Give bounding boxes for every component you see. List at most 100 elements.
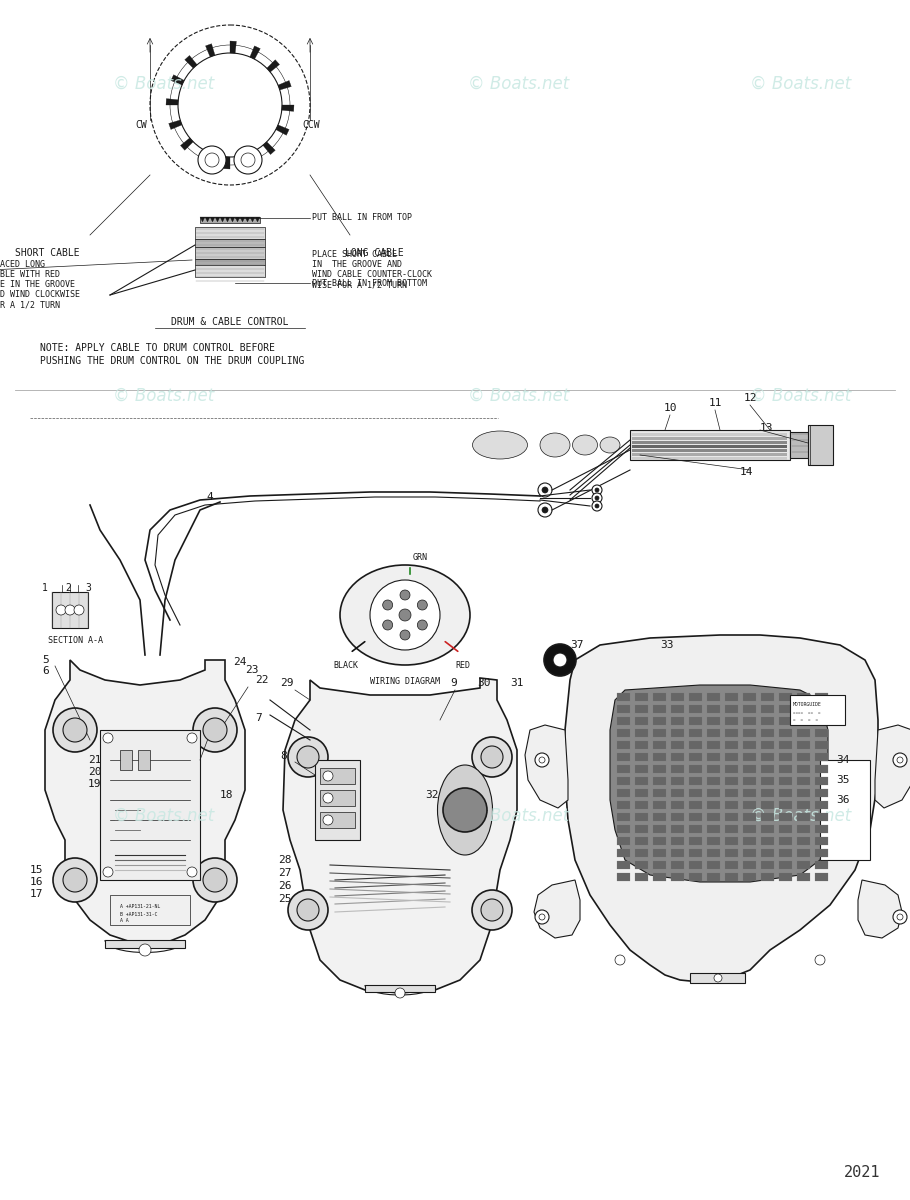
Bar xyxy=(815,874,828,881)
Polygon shape xyxy=(282,104,294,112)
Bar xyxy=(725,874,738,881)
Bar xyxy=(815,754,828,761)
Bar xyxy=(779,704,792,713)
Text: 30: 30 xyxy=(477,678,490,688)
Circle shape xyxy=(542,506,548,514)
Bar xyxy=(797,862,810,869)
Bar xyxy=(743,778,756,785)
Text: 21: 21 xyxy=(88,755,102,766)
Bar xyxy=(797,790,810,797)
Circle shape xyxy=(187,733,197,743)
Bar xyxy=(195,227,265,239)
Bar xyxy=(653,716,666,725)
Text: © Boats.net: © Boats.net xyxy=(750,74,852,92)
Bar xyxy=(689,826,702,833)
Bar xyxy=(617,728,630,737)
Bar xyxy=(632,445,787,448)
Bar xyxy=(725,704,738,713)
Polygon shape xyxy=(235,217,240,222)
Bar xyxy=(707,826,720,833)
Text: IN  THE GROOVE AND: IN THE GROOVE AND xyxy=(312,260,402,269)
Bar xyxy=(761,778,774,785)
Bar xyxy=(743,728,756,737)
Text: 22: 22 xyxy=(255,674,268,685)
Bar xyxy=(195,239,265,247)
Bar xyxy=(635,838,648,845)
Bar xyxy=(743,838,756,845)
Bar xyxy=(761,716,774,725)
Text: 24: 24 xyxy=(233,658,247,667)
Bar xyxy=(797,754,810,761)
Bar xyxy=(707,874,720,881)
Bar xyxy=(671,826,684,833)
Circle shape xyxy=(203,718,227,742)
Bar xyxy=(617,704,630,713)
Bar xyxy=(617,754,630,761)
Bar xyxy=(689,778,702,785)
Bar xyxy=(797,838,810,845)
Bar xyxy=(653,692,666,701)
Text: 8: 8 xyxy=(280,751,287,761)
Bar xyxy=(653,778,666,785)
Circle shape xyxy=(198,146,226,174)
Text: 1: 1 xyxy=(42,583,48,593)
Bar xyxy=(761,850,774,857)
Text: PUT BALL IN FROM BOTTOM: PUT BALL IN FROM BOTTOM xyxy=(312,278,427,288)
Bar xyxy=(725,692,738,701)
Bar xyxy=(52,592,88,628)
Circle shape xyxy=(297,746,319,768)
Circle shape xyxy=(63,718,87,742)
Text: 34: 34 xyxy=(836,755,850,766)
Text: NOTE: APPLY CABLE TO DRUM CONTROL BEFORE: NOTE: APPLY CABLE TO DRUM CONTROL BEFORE xyxy=(40,343,275,353)
Bar xyxy=(707,754,720,761)
Bar xyxy=(761,740,774,749)
Polygon shape xyxy=(255,217,260,222)
Bar xyxy=(761,862,774,869)
Bar xyxy=(315,760,360,840)
Bar xyxy=(743,716,756,725)
Text: 23: 23 xyxy=(245,665,258,674)
Bar xyxy=(653,766,666,773)
Text: 13: 13 xyxy=(760,422,774,433)
Text: 11: 11 xyxy=(708,398,722,408)
Bar xyxy=(761,814,774,821)
Bar xyxy=(630,430,790,460)
Bar xyxy=(632,452,787,456)
Bar xyxy=(779,692,792,701)
Bar xyxy=(815,766,828,773)
Bar xyxy=(195,247,265,259)
Polygon shape xyxy=(267,60,279,72)
Bar xyxy=(707,838,720,845)
Bar xyxy=(808,425,833,464)
Text: SHORT CABLE: SHORT CABLE xyxy=(15,248,80,258)
Bar xyxy=(761,838,774,845)
Bar xyxy=(761,692,774,701)
Bar xyxy=(707,850,720,857)
Bar xyxy=(671,754,684,761)
Bar xyxy=(653,874,666,881)
Circle shape xyxy=(418,600,428,610)
Bar xyxy=(689,838,702,845)
Circle shape xyxy=(395,988,405,998)
Polygon shape xyxy=(171,74,184,85)
Bar xyxy=(671,838,684,845)
Circle shape xyxy=(595,504,599,508)
Text: LONG CABLE: LONG CABLE xyxy=(345,248,404,258)
Circle shape xyxy=(481,899,503,922)
Bar xyxy=(617,716,630,725)
Bar xyxy=(689,716,702,725)
Bar xyxy=(725,716,738,725)
Circle shape xyxy=(592,485,602,494)
Bar xyxy=(635,754,648,761)
Bar xyxy=(790,432,810,458)
Text: MOTORGUIDE: MOTORGUIDE xyxy=(793,702,822,708)
Bar xyxy=(617,850,630,857)
Text: 20: 20 xyxy=(88,767,102,778)
Bar xyxy=(671,862,684,869)
Text: 16: 16 xyxy=(30,877,44,887)
Text: © Boats.net: © Boats.net xyxy=(113,806,215,826)
Circle shape xyxy=(74,605,84,614)
Text: 28: 28 xyxy=(278,854,291,865)
Bar xyxy=(105,940,185,948)
Bar xyxy=(617,862,630,869)
